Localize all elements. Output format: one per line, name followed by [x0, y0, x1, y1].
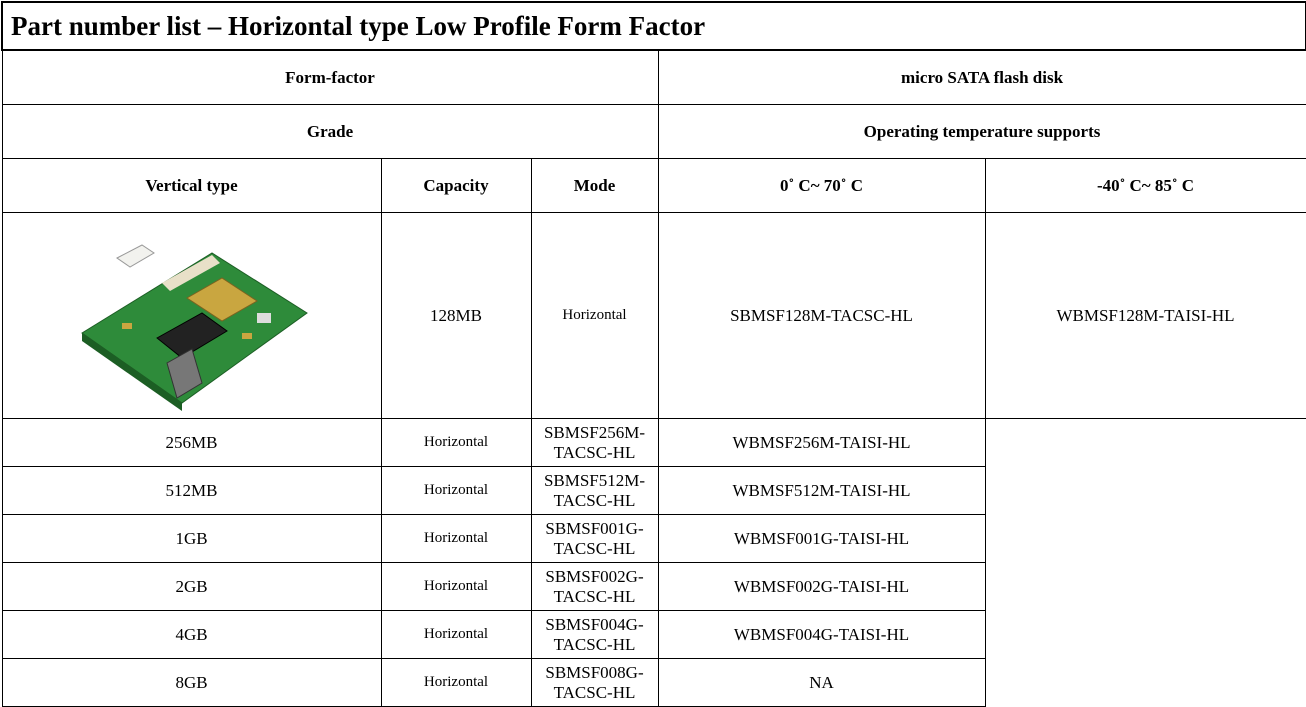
part-number-cell: WBMSF001G-TAISI-HL: [657, 514, 986, 563]
part-number-cell: NA: [657, 658, 986, 707]
mode-cell: Horizontal: [380, 610, 532, 659]
capacity-cell: 4GB: [1, 610, 382, 659]
part-number-cell: WBMSF512M-TAISI-HL: [657, 466, 986, 515]
part-number-cell: WBMSF004G-TAISI-HL: [657, 610, 986, 659]
part-number-cell: SBMSF002G-TACSC-HL: [530, 562, 659, 611]
column-header: 0˚ C~ 70˚ C: [657, 158, 986, 213]
column-header: Capacity: [380, 158, 532, 213]
mode-cell: Horizontal: [380, 514, 532, 563]
mode-cell: Horizontal: [380, 418, 532, 467]
column-header: Mode: [530, 158, 659, 213]
image-cell: [1, 212, 382, 419]
label-cell: Form-factor: [1, 49, 659, 105]
capacity-cell: 256MB: [1, 418, 382, 467]
mode-cell: Horizontal: [380, 466, 532, 515]
table-row: 512MB Horizontal SBMSF512M-TACSC-HL WBMSF51…: [1, 466, 1306, 515]
part-number-cell: WBMSF128M-TAISI-HL: [984, 212, 1306, 419]
part-number-cell: SBMSF001G-TACSC-HL: [530, 514, 659, 563]
table-row: 4GB Horizontal SBMSF004G-TACSC-HL WBMSF004G…: [1, 610, 1306, 659]
mode-cell: Horizontal: [530, 212, 659, 419]
mode-cell: Horizontal: [380, 562, 532, 611]
table-title: Part number list – Horizontal type Low P…: [0, 1, 1306, 51]
capacity-cell: 1GB: [1, 514, 382, 563]
part-number-cell: WBMSF002G-TAISI-HL: [657, 562, 986, 611]
part-number-cell: SBMSF128M-TACSC-HL: [657, 212, 986, 419]
capacity-cell: 2GB: [1, 562, 382, 611]
label-cell: Grade: [1, 104, 659, 159]
capacity-cell: 8GB: [1, 658, 382, 707]
column-header: Vertical type: [1, 158, 382, 213]
value-cell: Operating temperature supports: [657, 104, 1306, 159]
capacity-cell: 128MB: [380, 212, 532, 419]
column-header: -40˚ C~ 85˚ C: [984, 158, 1306, 213]
part-number-cell: WBMSF256M-TAISI-HL: [657, 418, 986, 467]
table-row: 8GB Horizontal SBMSF008G-TACSC-HL NA: [1, 658, 1306, 707]
table-row: 2GB Horizontal SBMSF002G-TACSC-HL WBMSF002G…: [1, 562, 1306, 611]
value-cell: micro SATA flash disk: [657, 49, 1306, 105]
mode-cell: Horizontal: [380, 658, 532, 707]
capacity-cell: 512MB: [1, 466, 382, 515]
part-number-cell: SBMSF512M-TACSC-HL: [530, 466, 659, 515]
part-number-cell: SBMSF008G-TACSC-HL: [530, 658, 659, 707]
part-number-cell: SBMSF256M-TACSC-HL: [530, 418, 659, 467]
table-row: 256MB Horizontal SBMSF256M-TACSC-HL WBMSF25…: [1, 418, 1306, 467]
part-number-cell: SBMSF004G-TACSC-HL: [530, 610, 659, 659]
table-row: 1GB Horizontal SBMSF001G-TACSC-HL WBMSF001G…: [1, 514, 1306, 563]
product-image: [80, 244, 308, 411]
